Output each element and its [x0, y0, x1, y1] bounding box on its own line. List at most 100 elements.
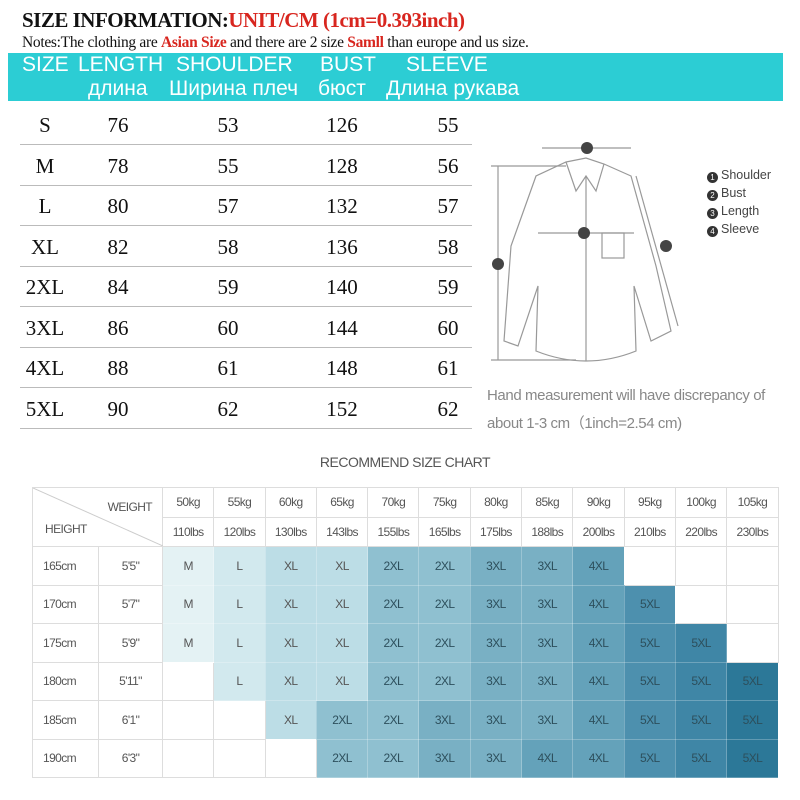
size-cell: 148 [326, 356, 358, 380]
size-recommendation: 2XL [367, 700, 420, 740]
size-recommendation [674, 546, 728, 586]
size-cell: 136 [326, 234, 358, 259]
size-recommendation: XL [264, 661, 317, 701]
size-recommendation: M [161, 623, 215, 663]
size-cell: 78 [107, 153, 129, 178]
size-cell: L [38, 194, 52, 218]
size-recommendation: L [213, 546, 266, 586]
size-cell: 80 [107, 194, 129, 218]
notes-text: than europe and us size. [383, 34, 529, 51]
weight-label: WEIGHT [107, 500, 153, 514]
size-recommendation: 5XL [726, 661, 779, 701]
legend-item: 3 Length [707, 202, 771, 220]
size-recommendation: M [161, 584, 215, 624]
size-recommendation: 3XL [521, 623, 574, 663]
header-shoulder-ru: Ширина плеч [169, 77, 299, 100]
size-recommendation: 3XL [418, 700, 471, 740]
weight-kg: 85kg [521, 487, 574, 518]
weight-kg: 70kg [367, 487, 420, 518]
size-cell: 90 [107, 396, 129, 421]
table-row: 165cm 5'5" M L XL XL 2XL 2XL 3XL 3XL 4XL [32, 546, 779, 586]
number-badge-icon: 3 [707, 208, 718, 219]
size-cell: 55 [437, 113, 459, 137]
weight-lbs: 188lbs [521, 516, 574, 547]
size-recommendation: 4XL [521, 738, 574, 778]
size-cell: 59 [437, 275, 459, 299]
size-recommendation: 4XL [572, 623, 625, 663]
height-cm: 180cm [32, 661, 99, 701]
header-size: SIZE [22, 53, 69, 76]
size-cell: 144 [326, 315, 358, 340]
hand-measurement-note: Hand measurement will have discrepancy o… [487, 382, 765, 438]
size-cell: 3XL [25, 315, 65, 340]
size-recommendation: 2XL [367, 546, 420, 586]
legend-label: Length [721, 204, 760, 218]
measure-legend: 1 Shoulder 2 Bust 3 Length 4 Sleeve [707, 166, 771, 238]
notes: Notes:The clothing are Asian Size and th… [22, 34, 529, 52]
weight-lbs: 130lbs [264, 516, 317, 547]
size-cell: 58 [437, 234, 459, 259]
size-cell: 76 [107, 113, 129, 137]
size-recommendation: 3XL [521, 661, 574, 701]
shirt-diagram-icon [491, 142, 679, 362]
size-recommendation [726, 623, 779, 663]
header-length-ru: длина [88, 77, 148, 100]
size-recommendation: 5XL [623, 700, 676, 740]
header-bust: BUST [320, 53, 377, 76]
weight-kg: 50kg [161, 487, 215, 518]
size-cell: 61 [217, 356, 239, 380]
size-recommendation: XL [264, 584, 317, 624]
size-recommendation: 2XL [367, 584, 420, 624]
size-recommendation: 2XL [418, 546, 471, 586]
size-recommendation: 3XL [469, 700, 523, 740]
size-cell: 86 [107, 315, 129, 340]
size-cell: 132 [326, 194, 358, 218]
size-cell: 84 [107, 275, 129, 299]
table-row: 180cm 5'11" L XL XL 2XL 2XL 3XL 3XL 4XL 5XL 5XL 5XL [32, 661, 779, 701]
size-row: 3XL 86 60 144 60 [20, 308, 472, 348]
size-recommendation: 5XL [674, 738, 728, 778]
notes-highlight: Samll [347, 34, 384, 51]
weight-lbs: 143lbs [315, 516, 369, 547]
notes-text: Notes:The clothing are [22, 34, 162, 51]
size-cell: 126 [326, 113, 358, 137]
corner-cell: WEIGHT HEIGHT [32, 487, 163, 547]
weight-lbs: 200lbs [572, 516, 625, 547]
size-recommendation: 5XL [674, 623, 728, 663]
size-recommendation: 2XL [367, 661, 420, 701]
size-table-header: SIZE LENGTH SHOULDER BUST SLEEVE длина Ш… [8, 53, 783, 101]
header-bust-ru: бюст [318, 77, 366, 100]
size-cell: 59 [217, 275, 239, 299]
legend-label: Shoulder [721, 168, 772, 182]
size-cell: 61 [437, 356, 459, 380]
size-recommendation: XL [315, 661, 369, 701]
size-recommendation: 3XL [469, 623, 523, 663]
size-row: M 78 55 128 56 [20, 146, 472, 186]
size-cell: 60 [217, 315, 239, 340]
size-recommendation: 4XL [572, 546, 625, 586]
size-recommendation: 5XL [674, 661, 728, 701]
size-cell: 4XL [25, 356, 65, 380]
header-shoulder: SHOULDER [176, 53, 293, 76]
height-ft: 6'3" [98, 738, 163, 778]
size-recommendation: 2XL [367, 738, 420, 778]
size-recommendation: XL [264, 623, 317, 663]
weight-kg: 55kg [213, 487, 266, 518]
size-recommendation: 5XL [726, 738, 779, 778]
page-title: SIZE INFORMATION:UNIT/CM (1cm=0.393inch) [22, 8, 465, 33]
size-cell: 53 [217, 113, 239, 137]
size-recommendation [213, 738, 266, 778]
number-badge-icon: 4 [707, 226, 718, 237]
size-recommendation: 2XL [315, 738, 369, 778]
size-recommendation: XL [315, 623, 369, 663]
weight-lbs: 110lbs [161, 516, 215, 547]
weight-lbs: 175lbs [469, 516, 523, 547]
size-recommendation: 3XL [469, 584, 523, 624]
size-cell: XL [31, 234, 59, 259]
notes-highlight: Asian Size [161, 34, 227, 51]
weight-kg: 95kg [623, 487, 676, 518]
size-recommendation: 3XL [521, 584, 574, 624]
size-recommendation: 3XL [469, 546, 523, 586]
size-recommendation [623, 546, 676, 586]
height-cm: 175cm [32, 623, 99, 663]
